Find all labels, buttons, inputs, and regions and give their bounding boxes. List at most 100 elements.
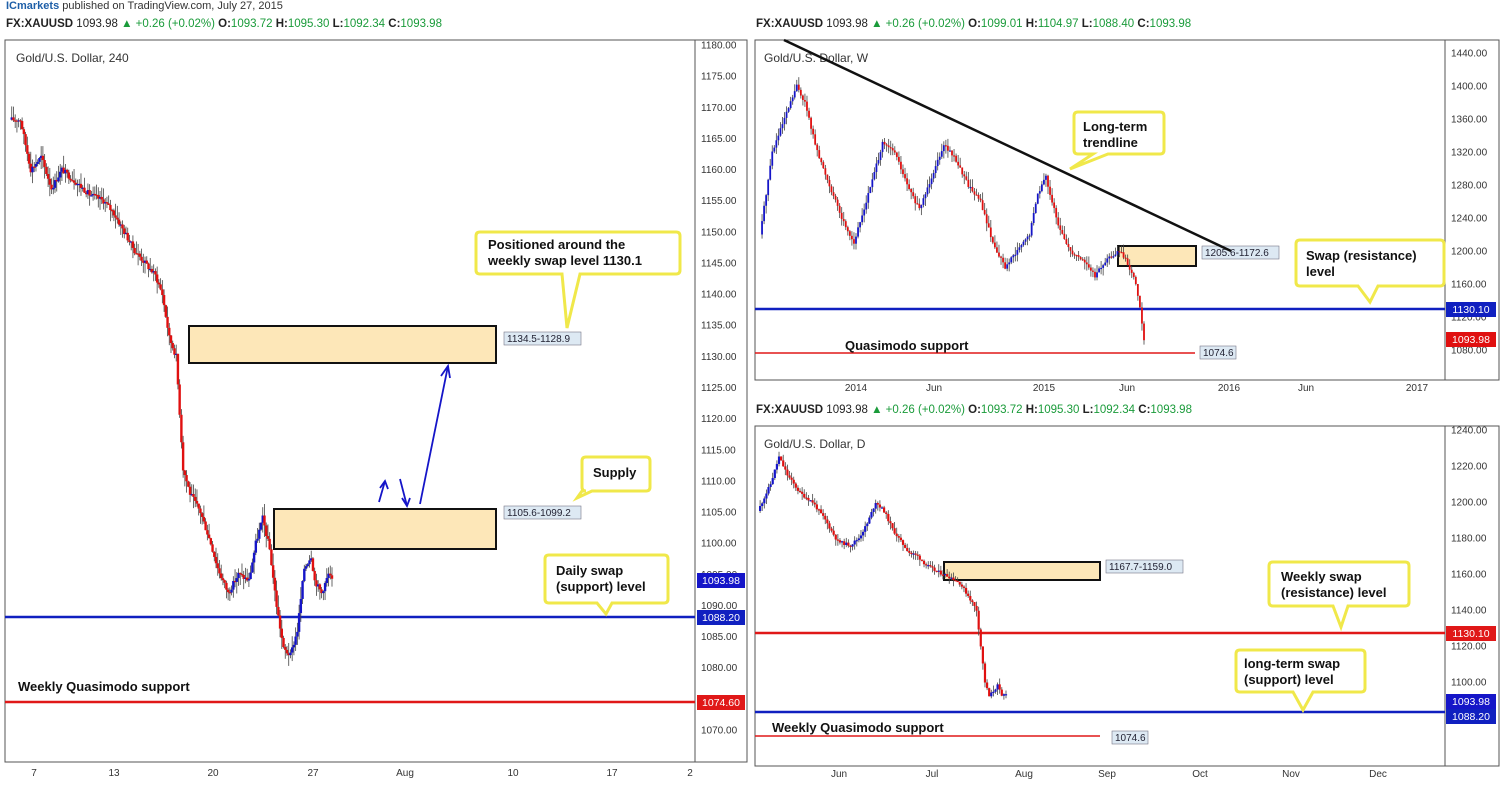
- bull-candle: [969, 186, 972, 189]
- y-tick-label: 1140.00: [1451, 606, 1487, 617]
- price-axis[interactable]: [1444, 39, 1500, 381]
- supply-zone-weekly[interactable]: [1117, 245, 1197, 267]
- bear-candle: [1118, 251, 1121, 253]
- x-tick-label: Jul: [926, 769, 939, 780]
- svg-text:1093.98: 1093.98: [1452, 696, 1490, 708]
- bull-candle: [1106, 258, 1109, 263]
- x-axis-ticks: 7 13 20 27 Aug 10 17 2: [31, 768, 693, 779]
- bear-candle: [830, 528, 833, 531]
- long-term-trendline[interactable]: [783, 38, 1232, 253]
- bear-candle: [885, 512, 888, 514]
- supply-zone[interactable]: [273, 508, 497, 550]
- supply-zone-daily[interactable]: [943, 561, 1101, 581]
- brand-name[interactable]: ICmarkets: [6, 0, 60, 12]
- bear-candle: [967, 593, 970, 596]
- bull-candle: [765, 493, 768, 499]
- bull-candle: [252, 552, 256, 563]
- bear-candle: [822, 162, 825, 169]
- bear-candle: [814, 134, 817, 145]
- price-axis[interactable]: [694, 39, 748, 763]
- y-tick-label: 1120.00: [1451, 313, 1487, 324]
- zone-label-quasimodo: 1074.6: [1199, 345, 1237, 360]
- bull-candle: [1008, 262, 1011, 265]
- daily-chart[interactable]: 1240.00 1220.00 1200.00 1180.00 1160.00 1140.…: [748, 422, 1501, 787]
- bear-candle: [947, 145, 949, 151]
- low-label: L:: [332, 18, 344, 30]
- bear-candle: [329, 573, 332, 576]
- callout-swap-resistance: Swap (resistance) level: [1294, 238, 1446, 305]
- bear-candle: [117, 219, 121, 225]
- bear-candle: [136, 253, 140, 255]
- weekly-chart[interactable]: 1440.00 1400.00 1360.00 1320.00 1280.00 1240.…: [748, 36, 1501, 398]
- y-tick-label: 1125.00: [701, 383, 737, 394]
- bull-candle: [779, 128, 782, 136]
- svg-text:1088.20: 1088.20: [1452, 711, 1490, 723]
- y-axis-ticks: 1180.00 1175.00 1170.00 1165.00 1160.00 1155.…: [701, 41, 738, 737]
- bear-candle: [233, 580, 237, 583]
- x-tick-label: 2016: [1218, 383, 1241, 394]
- bear-candle: [79, 183, 83, 188]
- svg-text:(resistance) level: (resistance) level: [1281, 585, 1387, 600]
- bull-candle: [297, 613, 301, 632]
- bear-candle: [187, 481, 190, 487]
- bull-candle: [292, 644, 296, 648]
- bear-candle: [268, 538, 271, 550]
- svg-text:Daily swap: Daily swap: [556, 563, 623, 578]
- bull-candle: [1020, 245, 1023, 248]
- bear-candle: [948, 576, 951, 579]
- bear-candle: [226, 589, 230, 593]
- bear-candle: [828, 179, 831, 187]
- bear-candle: [967, 179, 970, 187]
- bear-candle: [1122, 252, 1125, 258]
- y-tick-label: 1180.00: [1451, 534, 1487, 545]
- bull-candle: [57, 177, 60, 182]
- x-tick-label: 13: [108, 768, 120, 779]
- bear-candle: [1124, 257, 1127, 259]
- bear-candle: [29, 163, 32, 173]
- bear-candle: [1083, 259, 1086, 263]
- chart-title: Gold/U.S. Dollar, W: [764, 51, 869, 65]
- bear-candle: [1055, 207, 1058, 218]
- bull-candle: [290, 647, 294, 653]
- arrow-up-long: [419, 365, 449, 505]
- svg-text:(support) level: (support) level: [1244, 672, 1334, 687]
- bear-candle: [806, 101, 808, 111]
- bear-candle: [1081, 259, 1084, 261]
- y-tick-label: 1160.00: [1451, 570, 1487, 581]
- bear-candle: [952, 577, 955, 581]
- h4-chart[interactable]: 1180.00 1175.00 1170.00 1165.00 1160.00 1155.…: [0, 36, 748, 787]
- bear-candle: [955, 155, 957, 162]
- y-tick-label: 1120.00: [701, 414, 737, 425]
- low-value: 1092.34: [343, 18, 386, 30]
- y-tick-label: 1105.00: [701, 508, 737, 519]
- bear-candle: [1065, 238, 1068, 244]
- bear-candle: [65, 169, 69, 173]
- bull-candle: [261, 515, 264, 523]
- last-price: 1093.98: [76, 18, 118, 30]
- y-axis-ticks: 1240.00 1220.00 1200.00 1180.00 1160.00 1140.…: [1451, 426, 1488, 725]
- bull-candle: [866, 523, 869, 527]
- bear-candle: [996, 247, 998, 253]
- bull-candle: [775, 140, 778, 148]
- bear-candle: [245, 577, 249, 581]
- zone-1134-5-1128-9[interactable]: [188, 325, 497, 364]
- bear-candle: [959, 165, 962, 168]
- bear-candle: [848, 231, 851, 236]
- bear-candle: [985, 682, 989, 689]
- bear-candle: [161, 289, 164, 296]
- bear-candle: [1071, 250, 1074, 255]
- bull-candle: [990, 692, 993, 697]
- bear-candle: [885, 144, 888, 146]
- bear-candle: [19, 120, 22, 122]
- bull-candle: [1096, 272, 1098, 278]
- y-tick-label: 1135.00: [701, 321, 737, 332]
- bear-candle: [1094, 271, 1096, 278]
- bear-candle: [140, 256, 143, 261]
- bull-candle: [1104, 262, 1107, 266]
- bull-candle: [859, 535, 863, 539]
- bear-candle: [906, 178, 908, 185]
- bear-candle: [280, 628, 283, 638]
- bull-candle: [845, 542, 848, 545]
- y-tick-label: 1130.00: [701, 352, 737, 363]
- bear-candle: [1059, 225, 1062, 231]
